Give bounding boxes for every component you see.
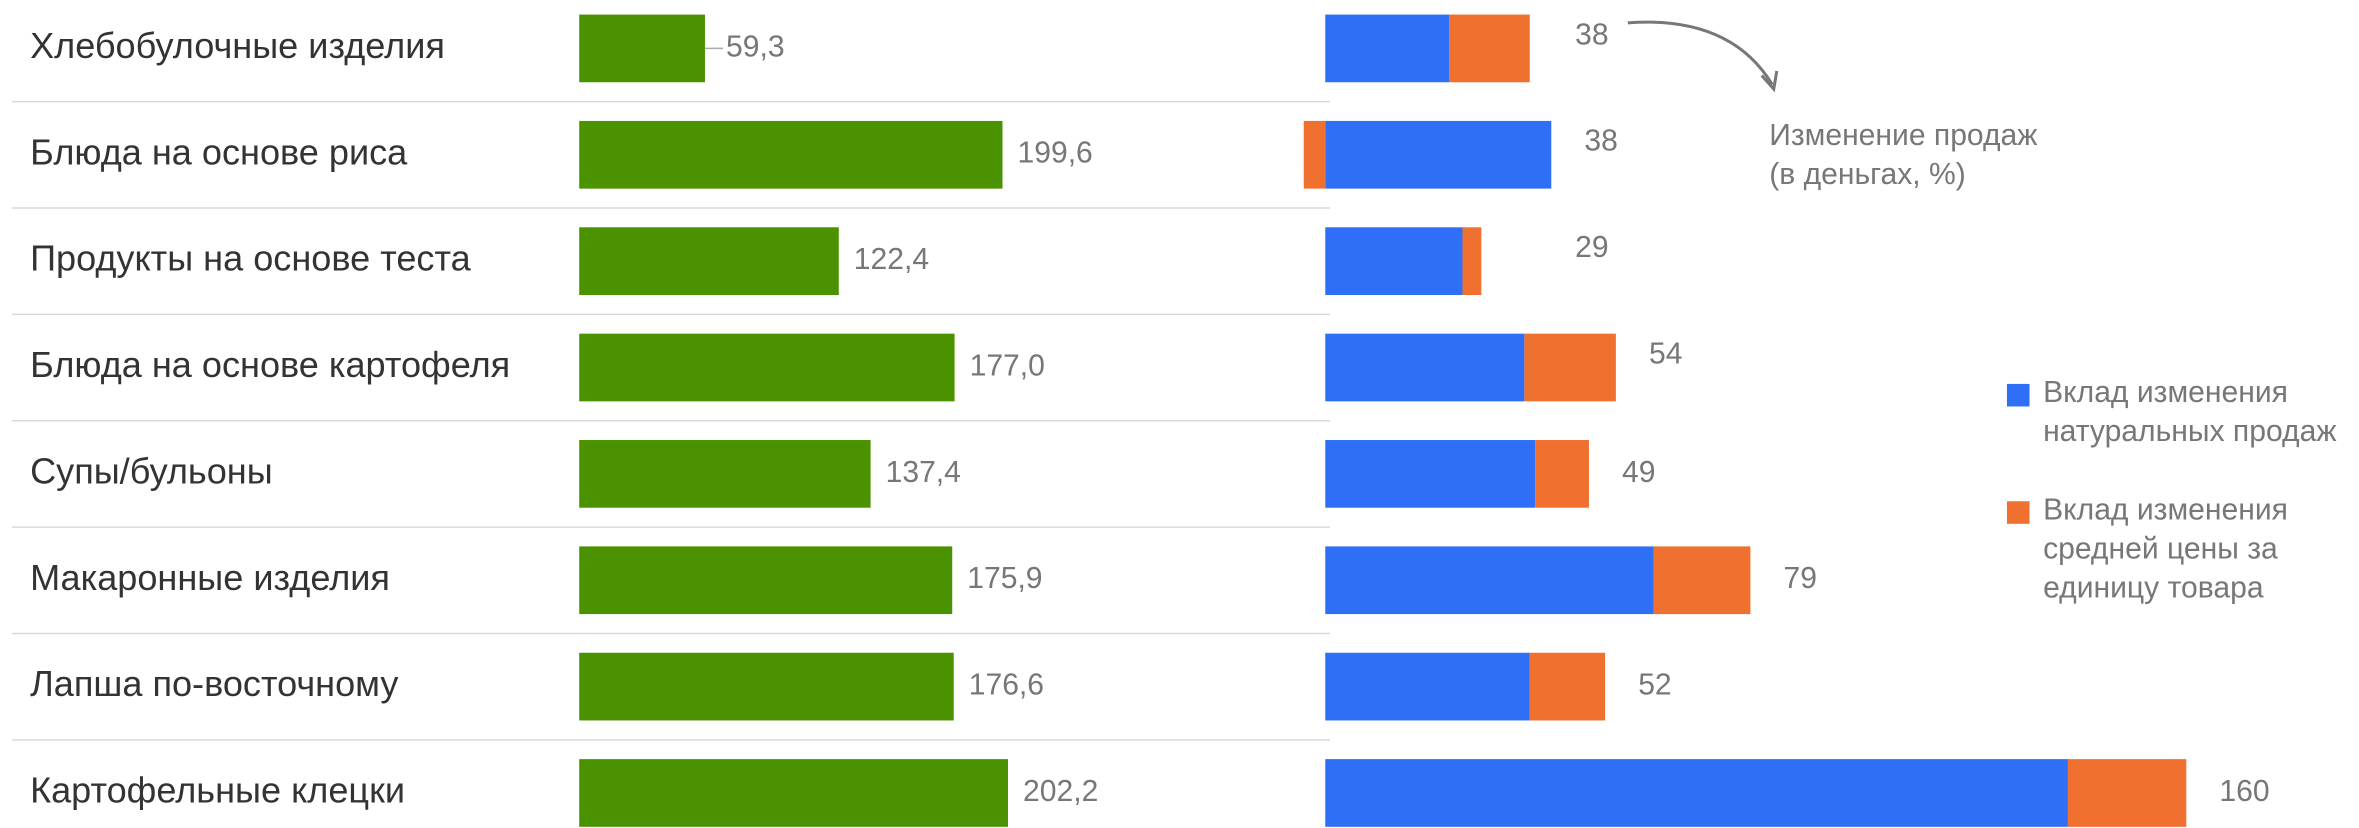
bar-segment <box>1653 546 1751 615</box>
category-label: Блюда на основе картофеля <box>30 344 510 385</box>
value-label: 59,3 <box>726 30 785 63</box>
legend-entry: Вклад изменения средней цены за единицу … <box>2043 493 2288 606</box>
legend-label: Вклад изменения средней цены за единицу … <box>2043 493 2288 606</box>
value-label: 177,0 <box>970 349 1045 382</box>
annotation-arrow <box>1627 20 1774 86</box>
bar-segment <box>1462 227 1482 295</box>
bar-segment <box>1325 759 2068 827</box>
total-label: 29 <box>1575 231 1608 264</box>
total-label: 79 <box>1784 562 1817 595</box>
total-label: 52 <box>1638 669 1671 702</box>
value-label: 137,4 <box>886 456 961 489</box>
legend-swatch <box>2006 383 2030 407</box>
category-label: Хлебобулочные изделия <box>30 25 445 66</box>
value-label: 122,4 <box>854 243 929 276</box>
bar <box>579 14 705 83</box>
annotation: (в деньгах, %) <box>1769 158 1965 191</box>
bar-segment <box>1325 333 1525 402</box>
bar <box>579 227 839 295</box>
bar-segment <box>1325 14 1450 83</box>
bar-segment <box>1325 227 1463 295</box>
category-label: Картофельные клецки <box>30 770 405 811</box>
bar-segment <box>1325 440 1536 508</box>
category-label: Продукты на основе теста <box>30 238 472 279</box>
bar <box>579 546 953 615</box>
annotation: Изменение продаж <box>1769 119 2038 152</box>
total-label: 160 <box>2219 775 2269 808</box>
bar <box>579 333 955 402</box>
legend-swatch <box>2006 501 2030 524</box>
bar-segment <box>1529 652 1606 721</box>
annotation-arrowhead <box>1760 70 1779 93</box>
total-label: 38 <box>1584 125 1617 158</box>
bar-segment <box>1524 333 1616 402</box>
total-label: 49 <box>1622 456 1655 489</box>
value-label: 199,6 <box>1018 137 1093 170</box>
value-label: 176,6 <box>969 669 1044 702</box>
bar-segment <box>2067 759 2187 827</box>
value-label: 202,2 <box>1023 775 1098 808</box>
bar-segment <box>1325 546 1654 615</box>
bar-segment <box>1449 14 1530 83</box>
bar-segment <box>1325 652 1530 721</box>
bar-segment <box>1303 120 1326 189</box>
category-label: Лапша по-восточному <box>30 663 398 704</box>
legend-entry: Вклад изменения натуральных продаж <box>2043 376 2337 449</box>
bar <box>579 652 954 721</box>
bar-segment <box>1535 440 1589 508</box>
legend-label: Вклад изменения натуральных продаж <box>2043 376 2337 449</box>
value-label: 175,9 <box>967 562 1042 595</box>
bar-segment <box>1325 120 1552 189</box>
category-label: Супы/бульоны <box>30 450 273 491</box>
total-label: 54 <box>1649 337 1682 370</box>
category-label: Блюда на основе риса <box>30 131 408 172</box>
bar <box>579 759 1008 827</box>
category-label: Макаронные изделия <box>30 557 390 598</box>
total-label: 38 <box>1575 18 1608 51</box>
bar <box>579 120 1003 189</box>
bar <box>579 440 871 508</box>
